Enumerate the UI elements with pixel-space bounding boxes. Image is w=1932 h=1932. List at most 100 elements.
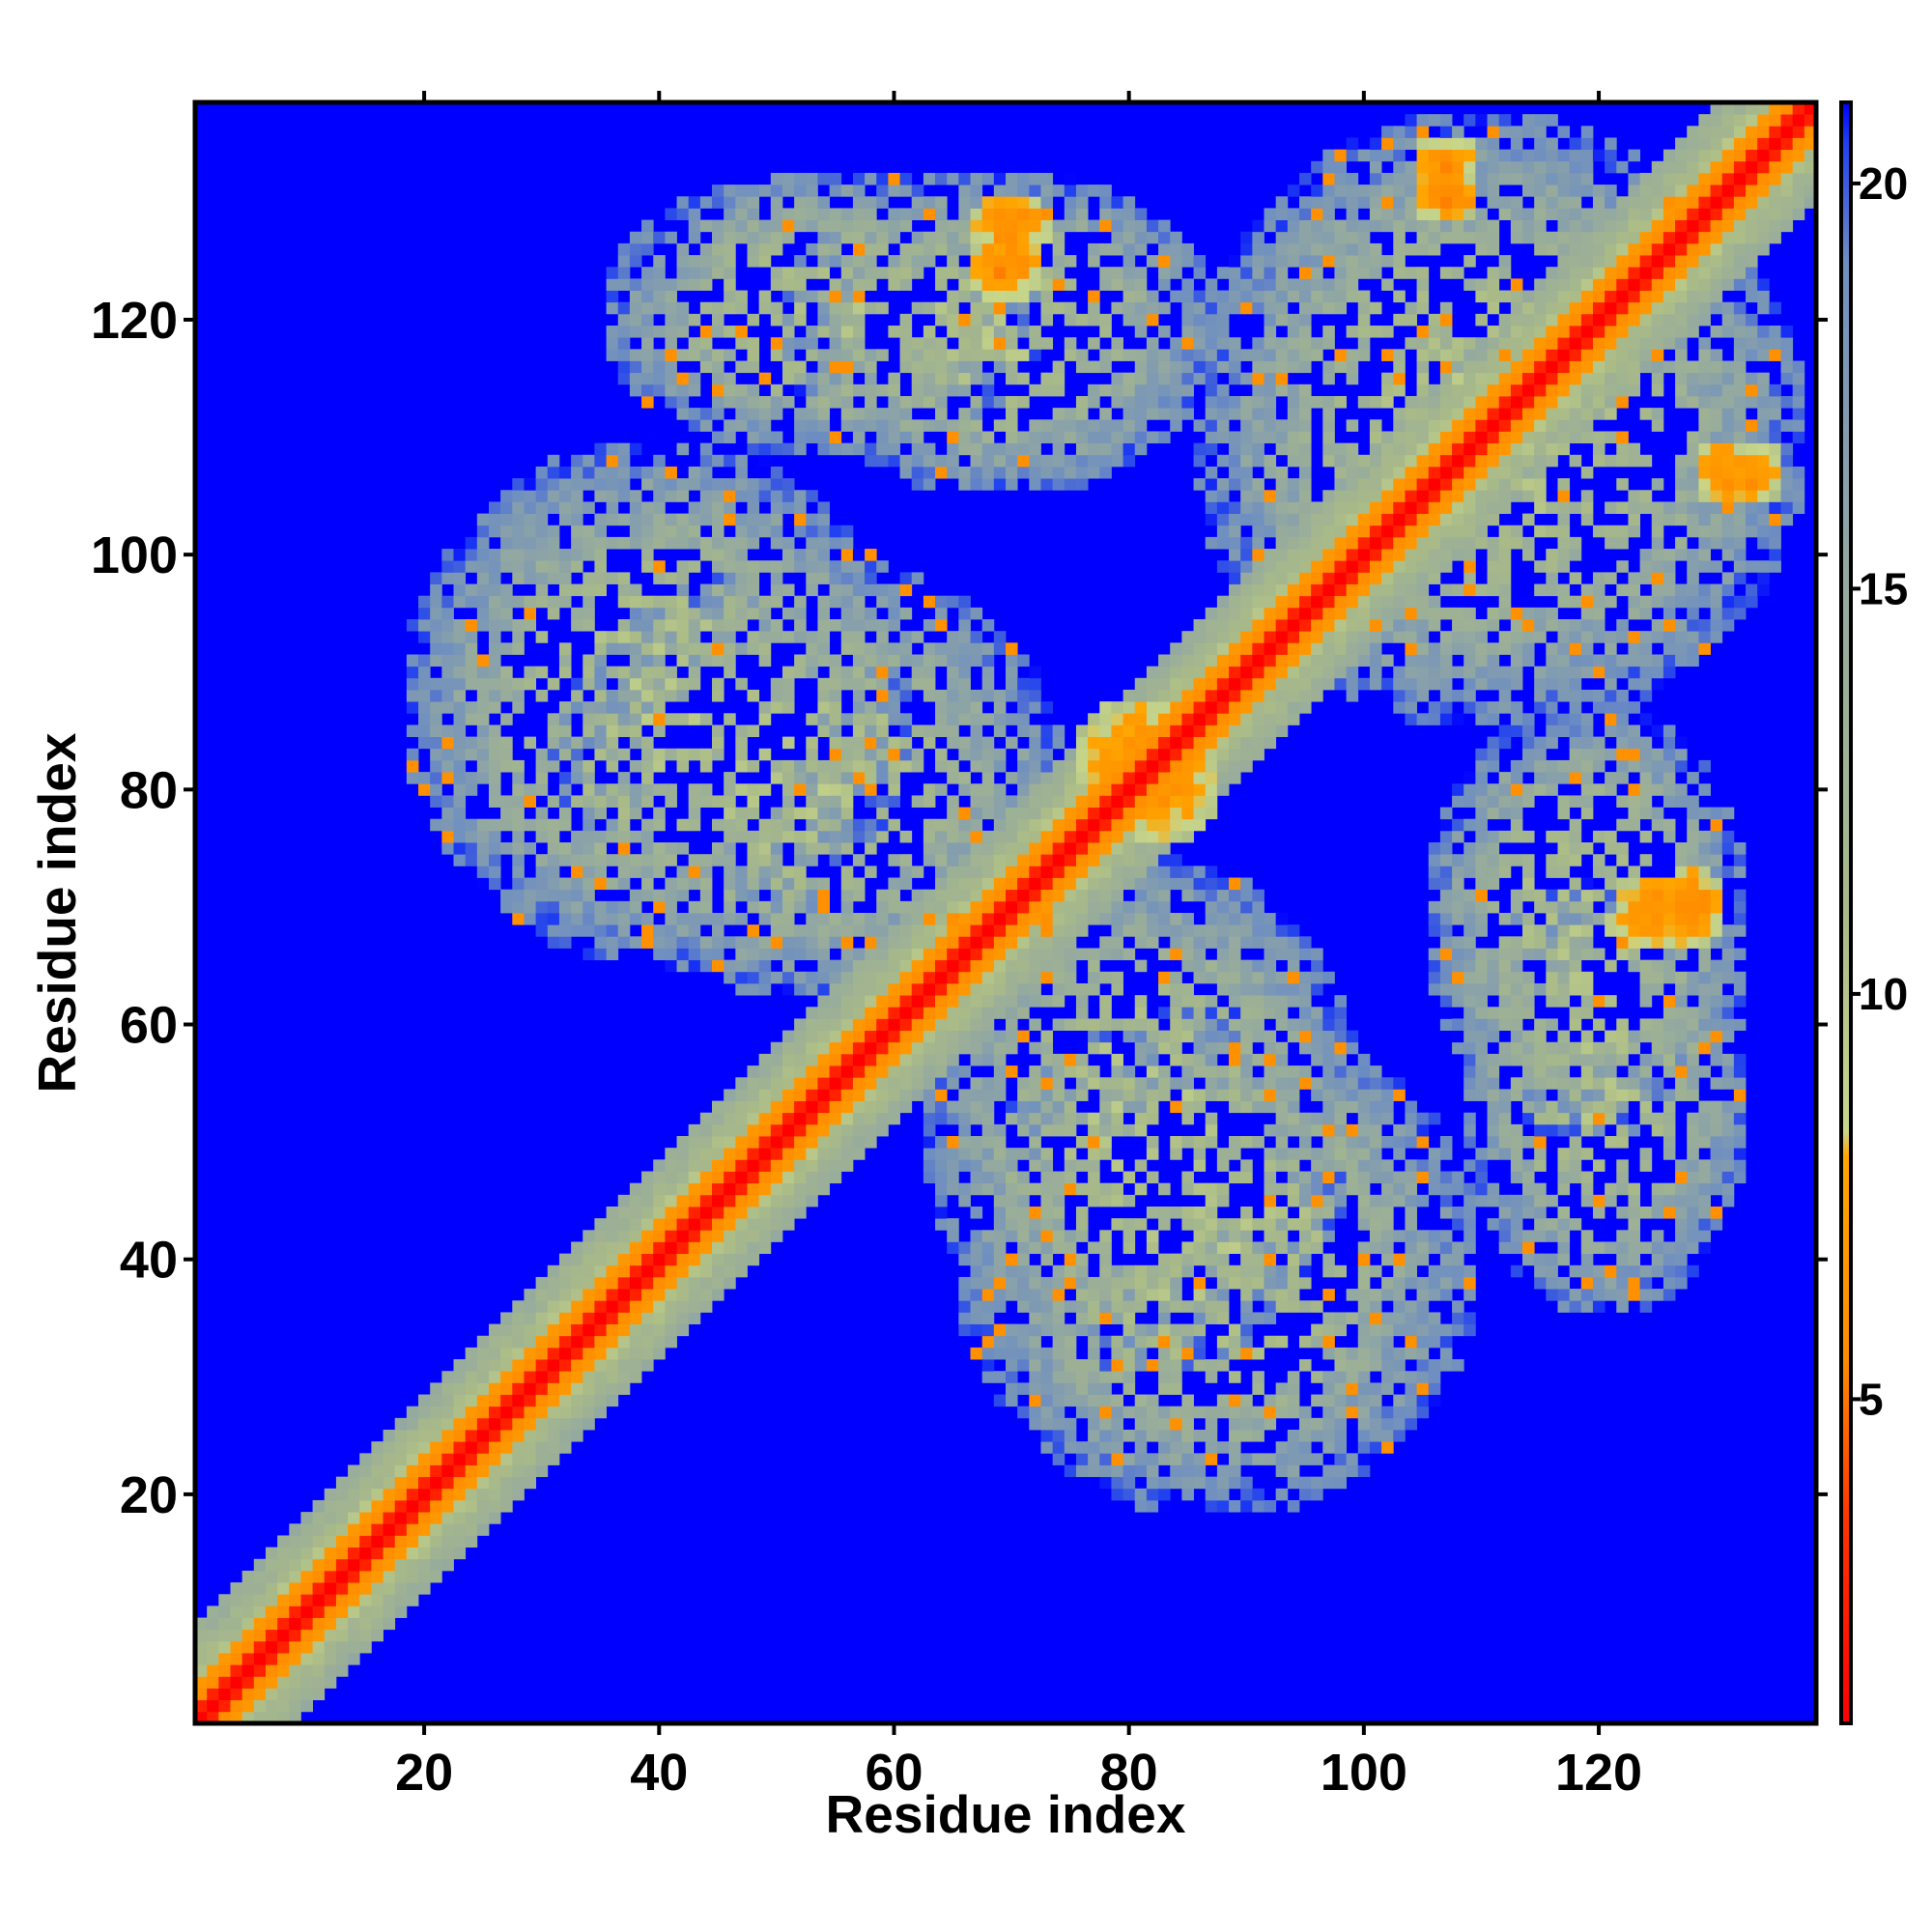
heatmap-cell	[688, 1230, 701, 1242]
heatmap-cell	[606, 536, 619, 550]
heatmap-cell	[1229, 619, 1241, 632]
heatmap-cell	[1006, 1276, 1018, 1290]
heatmap-cell	[1146, 1276, 1159, 1290]
heatmap-cell	[781, 677, 795, 691]
heatmap-cell	[277, 1688, 290, 1701]
heatmap-cell	[253, 1699, 267, 1713]
heatmap-cell	[653, 654, 666, 668]
heatmap-cell	[629, 607, 642, 620]
heatmap-cell	[1146, 219, 1159, 233]
heatmap-cell	[558, 513, 572, 526]
heatmap-cell	[335, 1664, 349, 1677]
heatmap-cell	[430, 795, 442, 808]
heatmap-cell	[1229, 1476, 1241, 1490]
heatmap-cell	[1088, 959, 1100, 973]
heatmap-cell	[571, 1241, 583, 1255]
heatmap-cell	[876, 454, 889, 468]
heatmap-cell	[476, 607, 490, 620]
heatmap-cell	[958, 631, 971, 643]
heatmap-cell	[430, 736, 442, 750]
heatmap-cell	[1205, 1476, 1218, 1490]
heatmap-cell	[923, 1030, 936, 1043]
heatmap-cell	[558, 1253, 572, 1266]
heatmap-cell	[876, 1030, 889, 1043]
heatmap-cell	[1229, 971, 1241, 984]
heatmap-cell	[558, 1441, 572, 1454]
heatmap-cell	[500, 842, 513, 855]
heatmap-cell	[1111, 1488, 1123, 1501]
heatmap-cell	[876, 431, 889, 444]
heatmap-cell	[1275, 1453, 1289, 1465]
heatmap-cell	[1075, 948, 1089, 961]
heatmap-cell	[911, 959, 924, 973]
heatmap-cell	[218, 1699, 231, 1713]
heatmap-cell	[1052, 936, 1065, 949]
heatmap-cell	[1158, 866, 1171, 878]
heatmap-cell	[571, 701, 583, 714]
heatmap-cell	[277, 1570, 290, 1583]
heatmap-cell	[829, 1041, 842, 1055]
heatmap-cell	[1064, 877, 1077, 891]
heatmap-cell	[324, 1653, 337, 1665]
heatmap-cell	[606, 701, 619, 714]
heatmap-cell	[923, 1053, 936, 1066]
heatmap-cell	[1229, 666, 1241, 679]
heatmap-cell	[1275, 654, 1289, 668]
heatmap-cell	[1017, 877, 1030, 891]
heatmap-cell	[699, 419, 713, 432]
heatmap-cell	[1216, 490, 1230, 502]
heatmap-cell	[865, 913, 877, 925]
heatmap-cell	[617, 913, 631, 925]
heatmap-cell	[876, 619, 889, 632]
heatmap-cell	[359, 1605, 372, 1618]
heatmap-cell	[582, 1347, 595, 1360]
heatmap-cell	[735, 1148, 748, 1160]
heatmap-cell	[617, 349, 631, 361]
heatmap-cell	[594, 654, 607, 668]
heatmap-cell	[970, 795, 983, 808]
heatmap-cell	[958, 1007, 971, 1019]
heatmap-cell	[981, 1276, 995, 1290]
heatmap-cell	[794, 936, 807, 949]
heatmap-cell	[817, 971, 831, 984]
heatmap-cell	[1040, 478, 1054, 491]
heatmap-cell	[430, 724, 442, 738]
heatmap-cell	[488, 1499, 501, 1513]
heatmap-cell	[770, 431, 783, 444]
heatmap-cell	[617, 1347, 631, 1360]
heatmap-cell	[911, 372, 924, 385]
heatmap-cell	[1099, 866, 1112, 878]
heatmap-cell	[641, 549, 654, 561]
heatmap-cell	[207, 1653, 219, 1665]
heatmap-cell	[888, 971, 900, 984]
heatmap-cell	[888, 1100, 900, 1114]
heatmap-cell	[1064, 1464, 1077, 1478]
heatmap-cell	[993, 642, 1007, 655]
heatmap-cell	[406, 759, 419, 773]
heatmap-cell	[947, 313, 959, 327]
heatmap-cell	[1134, 1347, 1148, 1360]
heatmap-cell	[1040, 1159, 1054, 1172]
heatmap-cell	[1040, 219, 1054, 233]
heatmap-cell	[1216, 689, 1230, 702]
heatmap-cell	[794, 924, 807, 937]
heatmap-cell	[758, 936, 772, 949]
heatmap-cell	[958, 783, 971, 796]
heatmap-cell	[641, 595, 654, 609]
heatmap-cell	[817, 1065, 831, 1078]
heatmap-cell	[829, 913, 842, 925]
heatmap-cell	[500, 1371, 513, 1383]
heatmap-cell	[1146, 1323, 1159, 1337]
heatmap-cell	[488, 736, 501, 750]
heatmap-cell	[547, 549, 560, 561]
heatmap-cell	[1064, 313, 1077, 327]
heatmap-cell	[1052, 1335, 1065, 1349]
heatmap-cell	[911, 631, 924, 643]
heatmap-cell	[465, 1359, 478, 1372]
heatmap-cell	[724, 971, 736, 984]
heatmap-cell	[899, 1041, 913, 1055]
heatmap-cell	[535, 1335, 549, 1349]
heatmap-cell	[1088, 185, 1100, 197]
heatmap-cell	[817, 1148, 831, 1160]
heatmap-cell	[1158, 278, 1171, 291]
